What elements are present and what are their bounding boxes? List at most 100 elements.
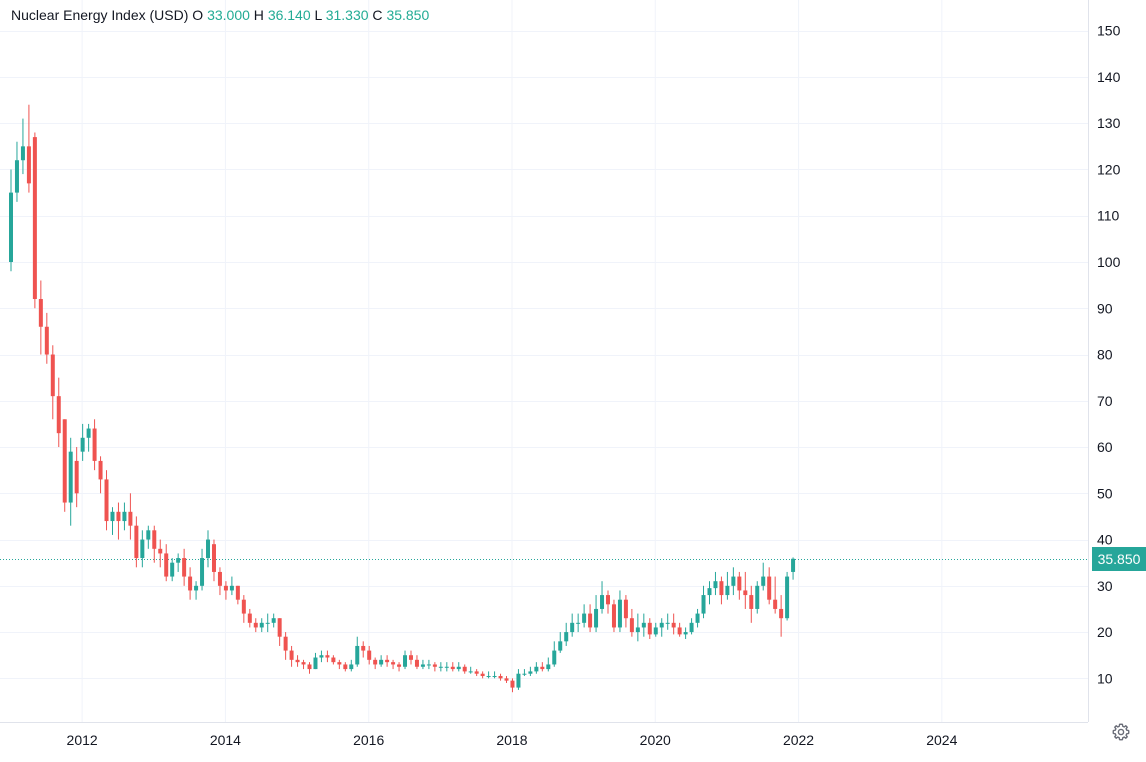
y-tick-label: 140 bbox=[1097, 69, 1121, 85]
candle bbox=[289, 645, 294, 667]
candle-body bbox=[98, 460, 103, 480]
candle bbox=[56, 377, 61, 448]
candle bbox=[635, 613, 640, 642]
candle-body bbox=[659, 622, 664, 628]
candle-body bbox=[462, 666, 467, 672]
candle-body bbox=[683, 632, 688, 635]
candle-body bbox=[629, 618, 634, 633]
candle-body bbox=[307, 664, 312, 670]
candle bbox=[611, 599, 616, 633]
candle bbox=[355, 636, 360, 667]
legend-open-label: O bbox=[192, 7, 204, 23]
candle-body bbox=[343, 664, 348, 670]
candle-body bbox=[474, 671, 479, 674]
y-tick-label: 110 bbox=[1097, 208, 1120, 224]
candle bbox=[217, 567, 222, 596]
candle-body bbox=[779, 608, 784, 619]
candle-body bbox=[689, 622, 694, 633]
gear-icon[interactable] bbox=[1111, 722, 1131, 742]
x-tick-label: 2014 bbox=[210, 732, 241, 748]
candle bbox=[725, 571, 730, 600]
candle-body bbox=[570, 622, 575, 633]
candle bbox=[779, 595, 784, 637]
candle-body bbox=[755, 585, 760, 609]
candle-body bbox=[56, 396, 61, 434]
y-tick-label: 20 bbox=[1097, 624, 1113, 640]
candle bbox=[385, 655, 390, 667]
candle-body bbox=[301, 662, 306, 665]
candle-body bbox=[259, 622, 264, 628]
candle bbox=[391, 659, 396, 670]
candle-body bbox=[540, 666, 545, 670]
candle-body bbox=[367, 650, 372, 660]
candle bbox=[319, 650, 324, 663]
candle bbox=[68, 437, 73, 526]
candle bbox=[188, 567, 193, 600]
candle bbox=[582, 604, 587, 628]
candle bbox=[80, 423, 85, 461]
candle-body bbox=[146, 530, 151, 540]
candle bbox=[558, 632, 563, 653]
candle bbox=[301, 659, 306, 670]
candle-body bbox=[32, 137, 37, 300]
candle-body bbox=[576, 622, 581, 624]
candle bbox=[444, 662, 449, 672]
candle-body bbox=[498, 676, 503, 679]
candle bbox=[671, 613, 676, 635]
candle-body bbox=[408, 655, 413, 660]
candle-body bbox=[128, 511, 133, 526]
candle bbox=[116, 502, 121, 540]
candle bbox=[26, 104, 31, 193]
candle bbox=[146, 525, 151, 549]
candle bbox=[594, 595, 599, 633]
candle bbox=[719, 576, 724, 605]
candle-body bbox=[546, 664, 551, 670]
x-tick-label: 2024 bbox=[926, 732, 957, 748]
candle bbox=[785, 571, 790, 621]
y-tick-label: 90 bbox=[1097, 300, 1113, 316]
legend-open-value: 33.000 bbox=[207, 7, 250, 23]
candle bbox=[450, 662, 455, 672]
candle-body bbox=[516, 673, 521, 688]
candle bbox=[170, 558, 175, 582]
y-tick-label: 50 bbox=[1097, 485, 1113, 501]
legend-high-value: 36.140 bbox=[267, 7, 311, 23]
candle bbox=[474, 669, 479, 677]
candle-body bbox=[444, 666, 449, 668]
candle bbox=[247, 608, 252, 628]
candle-body bbox=[456, 666, 461, 670]
y-tick-label: 60 bbox=[1097, 439, 1113, 455]
candle-body bbox=[647, 622, 652, 635]
candle bbox=[665, 613, 670, 630]
candle-body bbox=[194, 585, 199, 591]
candle-body bbox=[558, 641, 563, 651]
candle bbox=[20, 118, 25, 175]
candle-body bbox=[397, 664, 402, 667]
candle bbox=[325, 650, 330, 663]
candle bbox=[349, 659, 354, 672]
candle-body bbox=[241, 599, 246, 614]
candle bbox=[791, 557, 796, 580]
candle bbox=[617, 590, 622, 633]
candle bbox=[588, 604, 593, 633]
candle-body bbox=[319, 655, 324, 658]
ohlc-legend: Nuclear Energy Index (USD) O 33.000 H 36… bbox=[11, 7, 429, 23]
candle bbox=[743, 571, 748, 609]
candle bbox=[235, 585, 240, 605]
candle-body bbox=[594, 608, 599, 628]
candle bbox=[749, 585, 754, 623]
candle-body bbox=[492, 676, 497, 678]
candle bbox=[229, 576, 234, 596]
x-axis-labels: 2012 2014 2016 2018 2020 2022 2024 bbox=[67, 732, 958, 748]
y-tick-label: 150 bbox=[1097, 23, 1121, 39]
candle-body bbox=[582, 613, 587, 623]
candle bbox=[731, 567, 736, 596]
last-price-badge: 35.850 bbox=[1092, 546, 1146, 571]
candle bbox=[576, 613, 581, 633]
candle bbox=[564, 622, 569, 646]
candle bbox=[9, 169, 13, 272]
candle-body bbox=[432, 664, 437, 667]
candle-body bbox=[773, 599, 778, 609]
candle-body bbox=[623, 599, 628, 619]
candle-body bbox=[480, 673, 485, 677]
